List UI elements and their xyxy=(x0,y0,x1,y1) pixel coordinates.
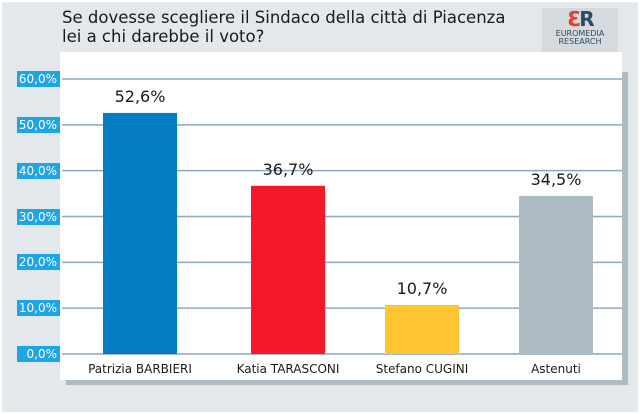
x-tick-label: Katia TARASCONI xyxy=(237,362,340,376)
y-tick-label: 60,0% xyxy=(17,71,60,87)
data-label: 52,6% xyxy=(115,87,166,106)
x-tick-label: Astenuti xyxy=(531,362,581,376)
data-label: 10,7% xyxy=(397,279,448,298)
euromedia-logo: ƐR EUROMEDIA RESEARCH xyxy=(542,8,618,54)
bar xyxy=(385,304,459,354)
y-tick-label: 50,0% xyxy=(17,116,60,133)
x-tick-label: Patrizia BARBIERI xyxy=(88,362,192,376)
x-tick-label: Stefano CUGINI xyxy=(376,362,469,376)
bar xyxy=(103,112,177,355)
data-label: 34,5% xyxy=(531,170,582,189)
bar xyxy=(251,185,325,354)
y-tick-label: 30,0% xyxy=(17,208,60,225)
y-tick-label: 10,0% xyxy=(17,300,60,317)
bar xyxy=(519,195,593,354)
chart-title: Se dovesse scegliere il Sindaco della ci… xyxy=(62,8,506,46)
y-tick-label: 0,0% xyxy=(17,346,60,362)
y-tick-label: 40,0% xyxy=(17,162,60,179)
data-label: 36,7% xyxy=(263,160,314,179)
y-tick-label: 20,0% xyxy=(17,254,60,271)
